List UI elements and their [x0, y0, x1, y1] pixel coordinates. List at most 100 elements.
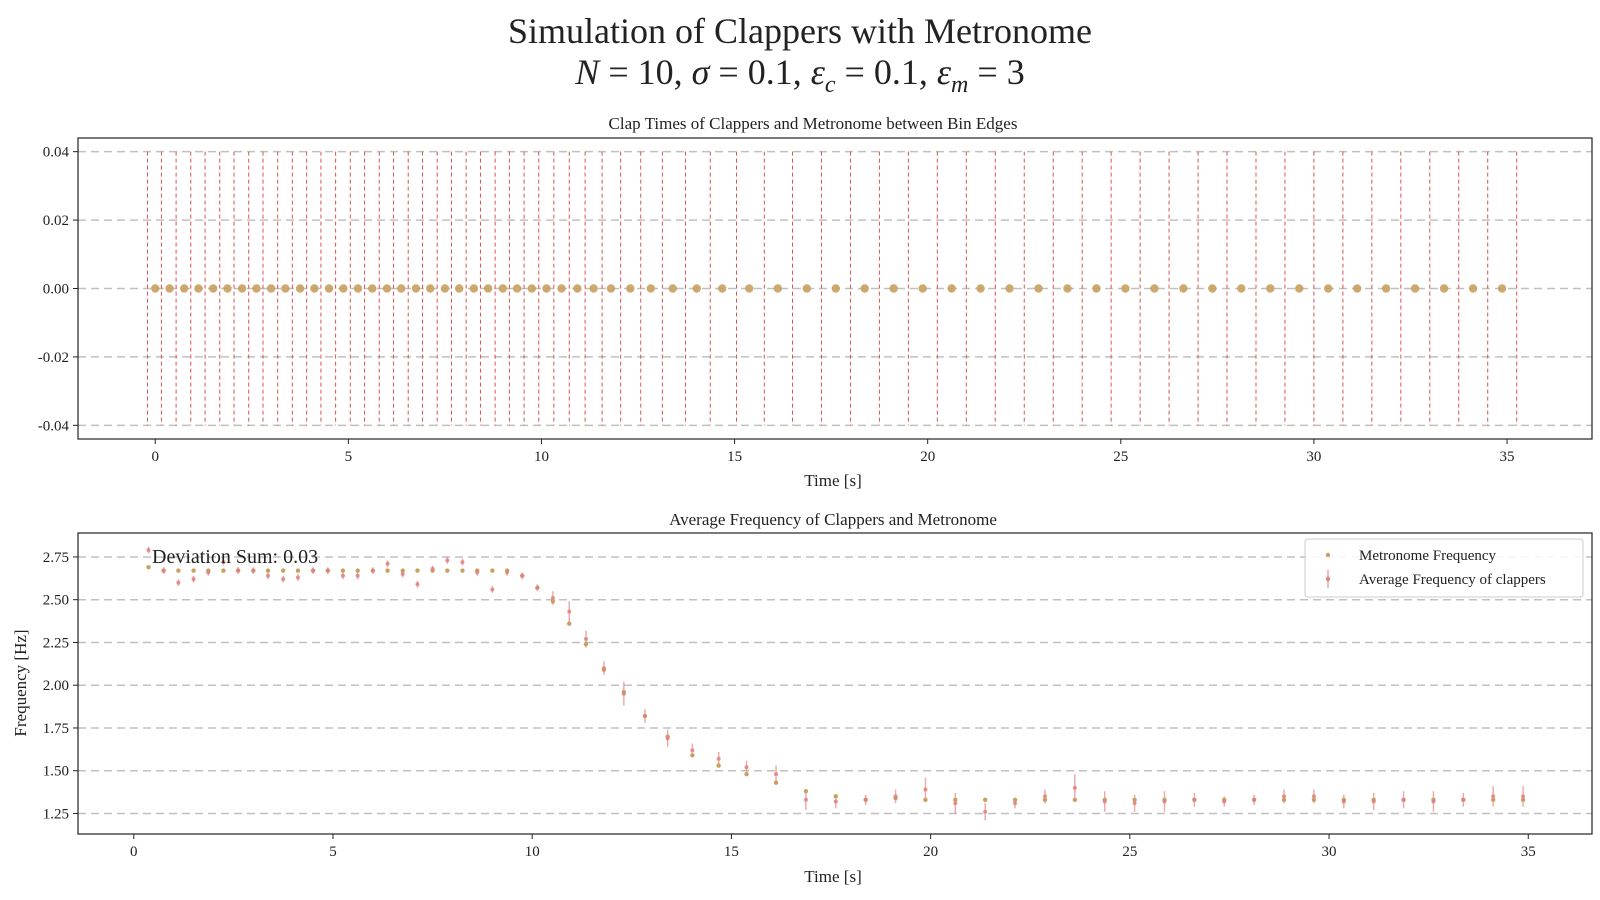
clappers-point: [583, 637, 588, 642]
metronome-point: [176, 568, 181, 573]
clap-point: [860, 284, 869, 293]
metronome-point: [1490, 797, 1496, 802]
clappers-point: [833, 799, 838, 804]
param-eps-m: 3: [1007, 52, 1025, 92]
frequency-xlabel: Time [s]: [804, 867, 861, 886]
clappers-point: [445, 558, 450, 563]
clappers-point: [325, 568, 330, 573]
clap-times-axes: Clap Times of Clappers and Metronome bet…: [38, 114, 1593, 490]
xtick-label: 25: [1113, 449, 1128, 465]
xtick-label: 30: [1322, 844, 1337, 860]
clap-point: [1381, 284, 1391, 293]
xtick-label: 10: [525, 844, 540, 860]
clap-point: [1005, 284, 1014, 293]
frequency-title: Average Frequency of Clappers and Metron…: [669, 510, 997, 529]
metronome-point: [355, 568, 360, 573]
metronome-point: [460, 568, 465, 573]
clappers-point: [176, 580, 181, 585]
ytick-label: 1.25: [43, 806, 69, 822]
metronome-point: [716, 763, 721, 768]
metronome-point: [490, 568, 495, 573]
clap-point: [252, 284, 261, 293]
clap-point: [1063, 284, 1072, 293]
clap-point: [151, 284, 160, 293]
metronome-point: [1012, 797, 1018, 802]
clap-point: [512, 284, 522, 293]
clap-point: [426, 284, 435, 293]
clap-point: [1208, 284, 1217, 293]
clappers-point: [601, 666, 606, 671]
clap-point: [1295, 284, 1304, 293]
clap-points: [151, 284, 1507, 293]
clappers-point: [221, 560, 226, 565]
clap-point: [527, 284, 537, 293]
clap-point: [237, 284, 247, 293]
metronome-point: [1072, 797, 1078, 802]
clap-point: [455, 284, 464, 293]
clap-point: [1324, 284, 1333, 293]
clap-point: [918, 284, 927, 293]
clap-point: [692, 284, 701, 293]
metronome-point: [221, 568, 226, 573]
xtick-label: 0: [130, 844, 138, 860]
clappers-point: [475, 570, 480, 575]
clap-point: [194, 284, 203, 293]
ytick-label: 0.02: [43, 213, 69, 229]
metronome-point: [280, 568, 286, 573]
ytick-label: 0.04: [43, 145, 70, 161]
frequency-ylabel: Frequency [Hz]: [11, 629, 30, 736]
xtick-label: 35: [1500, 449, 1515, 465]
clap-point: [668, 284, 677, 293]
clap-point: [483, 284, 493, 293]
clap-point: [1179, 284, 1188, 293]
clap-point: [646, 284, 655, 293]
clap-point: [165, 284, 174, 293]
clappers-point: [146, 548, 151, 553]
clappers-point: [665, 736, 670, 741]
ytick-label: 1.75: [43, 721, 69, 737]
clap-point: [180, 284, 189, 293]
ytick-label: 0.00: [43, 282, 69, 298]
clap-point: [1237, 284, 1246, 293]
metronome-point: [1311, 797, 1317, 802]
clap-point: [498, 284, 508, 293]
clap-times-xlabel: Time [s]: [804, 471, 861, 490]
xtick-label: 30: [1306, 449, 1321, 465]
clappers-point: [1341, 799, 1346, 804]
clappers-point: [1192, 797, 1197, 802]
clap-point: [440, 284, 450, 293]
xtick-label: 10: [534, 449, 549, 465]
figure-title: Simulation of Clappers with Metronome: [508, 11, 1092, 51]
clap-point: [1497, 284, 1507, 293]
clappers-point: [505, 570, 510, 575]
clap-point: [223, 284, 232, 293]
clap-point: [557, 284, 566, 293]
clap-point: [1266, 284, 1275, 293]
legend-box: [1304, 538, 1584, 598]
clappers-point: [1491, 794, 1496, 799]
clappers-point: [1461, 797, 1466, 802]
clappers-point: [1282, 794, 1287, 799]
figure-subtitle-params: N = 10, σ = 0.1, εc = 0.1, εm = 3: [574, 52, 1024, 98]
clappers-point: [340, 573, 345, 578]
clap-point: [1121, 284, 1130, 293]
clap-point: [1468, 284, 1478, 293]
clappers-point: [430, 566, 435, 571]
frequency-grid: [78, 556, 1592, 815]
metronome-point: [833, 794, 838, 799]
legend-metronome-label: Metronome Frequency: [1359, 548, 1497, 564]
clappers-point: [716, 756, 721, 761]
clappers-point: [1431, 799, 1436, 804]
clap-point: [469, 284, 479, 293]
clappers-point: [206, 570, 211, 575]
clappers-point: [400, 572, 405, 577]
clap-point: [397, 284, 406, 293]
frequency-frame: [77, 532, 1593, 835]
ytick-label: 2.25: [43, 635, 69, 651]
ytick-label: 1.50: [43, 764, 69, 780]
clappers-point: [191, 577, 196, 582]
xtick-label: 20: [920, 449, 935, 465]
ytick-label: 2.50: [43, 593, 69, 609]
param-sigma: 0.1: [748, 52, 793, 92]
legend: Metronome Frequency Average Frequency of…: [1304, 538, 1584, 598]
